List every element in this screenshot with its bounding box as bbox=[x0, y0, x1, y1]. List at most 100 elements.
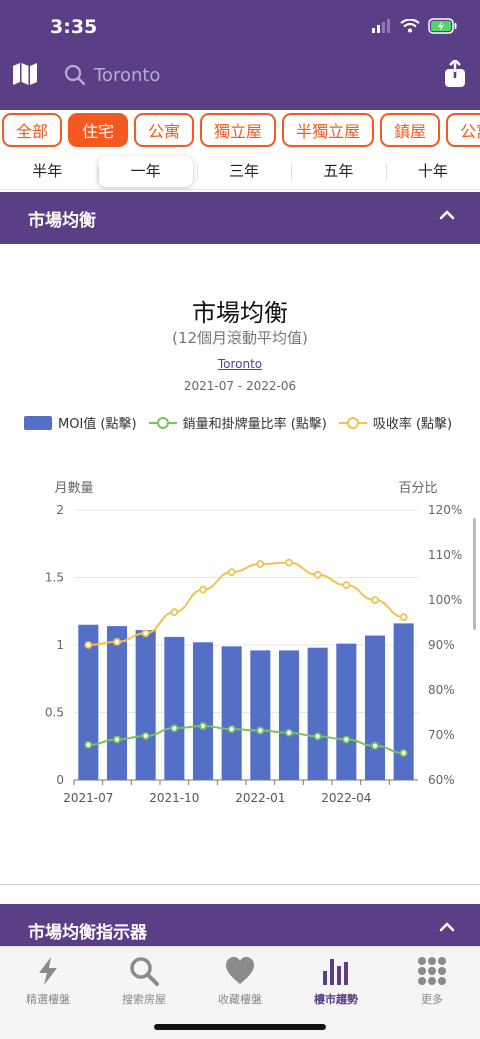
right-tick-label: 80% bbox=[428, 683, 455, 697]
nav-label: 搜索房屋 bbox=[122, 993, 166, 1006]
data-point bbox=[199, 585, 207, 594]
tab-half-year[interactable]: 半年 bbox=[32, 162, 63, 180]
chevron-up-icon[interactable] bbox=[438, 918, 456, 936]
nav-label: 收藏樓盤 bbox=[218, 993, 262, 1006]
chart-legend: MOI值 (點擊) 銷量和掛牌量比率 (點擊) 吸收率 (點擊) bbox=[24, 413, 464, 432]
legend-line-swatch bbox=[148, 416, 177, 429]
left-tick-label: 1 bbox=[56, 638, 64, 652]
app-header: 3:35 Toronto bbox=[0, 0, 480, 110]
x-tick-label: 2022-04 bbox=[321, 791, 371, 805]
data-point bbox=[371, 596, 379, 604]
bolt-icon bbox=[39, 957, 57, 985]
tab-five-years[interactable]: 五年 bbox=[291, 154, 385, 189]
chip-condo-2[interactable]: 公寓 bbox=[446, 113, 480, 147]
legend-line-swatch bbox=[338, 416, 367, 429]
battery-icon bbox=[428, 18, 457, 34]
bar bbox=[250, 650, 271, 780]
data-point bbox=[141, 629, 150, 638]
nav-label: 精選樓盤 bbox=[26, 993, 70, 1006]
section-title: 市場均衡指示器 bbox=[28, 923, 147, 943]
nav-label: 樓市趨勢 bbox=[314, 993, 358, 1006]
data-point bbox=[285, 558, 293, 567]
section-title: 市場均衡 bbox=[28, 211, 96, 231]
chip-residential[interactable]: 住宅 bbox=[68, 113, 129, 147]
chart-title: 市場均衡 bbox=[192, 299, 288, 327]
x-tick-label: 2021-07 bbox=[63, 791, 113, 805]
data-point bbox=[399, 749, 408, 757]
bar bbox=[78, 624, 99, 780]
data-point bbox=[84, 641, 93, 649]
status-time: 3:35 bbox=[50, 16, 98, 38]
bar bbox=[192, 642, 214, 780]
data-point bbox=[256, 560, 265, 568]
chevron-up-icon[interactable] bbox=[438, 206, 456, 224]
data-point bbox=[256, 726, 265, 735]
legend-absorption[interactable]: 吸收率 (點擊) bbox=[338, 413, 453, 432]
share-icon[interactable] bbox=[444, 60, 466, 88]
data-point bbox=[342, 735, 351, 744]
data-point bbox=[141, 731, 150, 740]
bar bbox=[336, 643, 357, 780]
bottom-nav: 精選樓盤 搜索房屋 收藏樓盤 樓市趨勢 更多 bbox=[0, 946, 480, 1039]
chip-semi-detached[interactable]: 半獨立屋 bbox=[282, 113, 375, 147]
signal-icon bbox=[372, 19, 390, 33]
bar bbox=[221, 646, 242, 780]
map-icon[interactable] bbox=[12, 62, 38, 86]
chip-condo[interactable]: 公寓 bbox=[134, 113, 195, 147]
nav-market-trends[interactable]: 樓市趨勢 bbox=[288, 947, 384, 1039]
data-point bbox=[84, 740, 93, 749]
legend-label: 吸收率 (點擊) bbox=[372, 417, 453, 432]
search-placeholder: Toronto bbox=[94, 64, 161, 86]
left-tick-label: 0.5 bbox=[45, 706, 64, 720]
data-point bbox=[170, 608, 179, 617]
nav-more[interactable]: 更多 bbox=[384, 947, 480, 1039]
chip-all[interactable]: 全部 bbox=[2, 113, 63, 147]
city-link[interactable]: Toronto bbox=[217, 357, 263, 371]
search-input[interactable]: Toronto bbox=[64, 62, 404, 88]
bar bbox=[307, 647, 328, 780]
data-point bbox=[342, 581, 351, 590]
bar bbox=[278, 650, 300, 780]
chart-card: 市場均衡 (12個月滾動平均值) Toronto 2021-07 - 2022-… bbox=[0, 245, 480, 885]
chip-townhouse[interactable]: 鎮屋 bbox=[380, 113, 441, 147]
bar bbox=[364, 635, 386, 780]
left-axis-title: 月數量 bbox=[54, 481, 93, 496]
data-point bbox=[113, 735, 121, 744]
heart-icon bbox=[226, 957, 254, 984]
home-indicator bbox=[154, 1024, 326, 1030]
legend-sales-ratio[interactable]: 銷量和掛牌量比率 (點擊) bbox=[148, 413, 327, 432]
market-balance-chart: 月數量 百分比 0 0.5 1 1.5 2 60% 70% 80% 90% 100% 110% 120% 2… bbox=[45, 481, 462, 805]
left-tick-label: 2 bbox=[56, 503, 64, 517]
bar bbox=[393, 623, 414, 780]
right-tick-label: 60% bbox=[428, 773, 455, 787]
right-axis-title: 百分比 bbox=[398, 481, 437, 496]
bar bbox=[164, 636, 185, 780]
legend-moi[interactable]: MOI值 (點擊) bbox=[24, 413, 137, 432]
bar bbox=[135, 630, 156, 780]
x-tick-label: 2022-01 bbox=[235, 791, 285, 805]
grid-dots-icon bbox=[418, 957, 446, 985]
section-market-balance[interactable]: 市場均衡 bbox=[0, 192, 480, 244]
data-point bbox=[399, 613, 408, 622]
search-icon bbox=[64, 64, 86, 86]
nav-favorites[interactable]: 收藏樓盤 bbox=[192, 947, 288, 1039]
data-point bbox=[227, 725, 236, 734]
tab-three-years[interactable]: 三年 bbox=[196, 154, 291, 189]
data-point bbox=[113, 637, 121, 646]
bar-chart-icon bbox=[323, 959, 348, 985]
chip-detached[interactable]: 獨立屋 bbox=[200, 113, 277, 147]
data-point bbox=[199, 722, 207, 730]
tab-ten-years[interactable]: 十年 bbox=[385, 154, 480, 189]
period-tabs: 半年 一年 三年 五年 十年 bbox=[0, 154, 480, 190]
right-tick-label: 120% bbox=[428, 503, 462, 517]
nav-featured[interactable]: 精選樓盤 bbox=[0, 947, 96, 1039]
section-market-indicator[interactable]: 市場均衡指示器 bbox=[0, 904, 480, 948]
nav-search[interactable]: 搜索房屋 bbox=[96, 947, 192, 1039]
right-tick-label: 100% bbox=[428, 593, 462, 607]
x-tick-label: 2021-10 bbox=[149, 791, 199, 805]
legend-bar-swatch bbox=[24, 415, 52, 430]
right-tick-label: 70% bbox=[428, 728, 455, 742]
data-point bbox=[313, 570, 322, 579]
scrollbar[interactable] bbox=[473, 518, 476, 630]
tab-one-year[interactable]: 一年 bbox=[98, 156, 193, 187]
